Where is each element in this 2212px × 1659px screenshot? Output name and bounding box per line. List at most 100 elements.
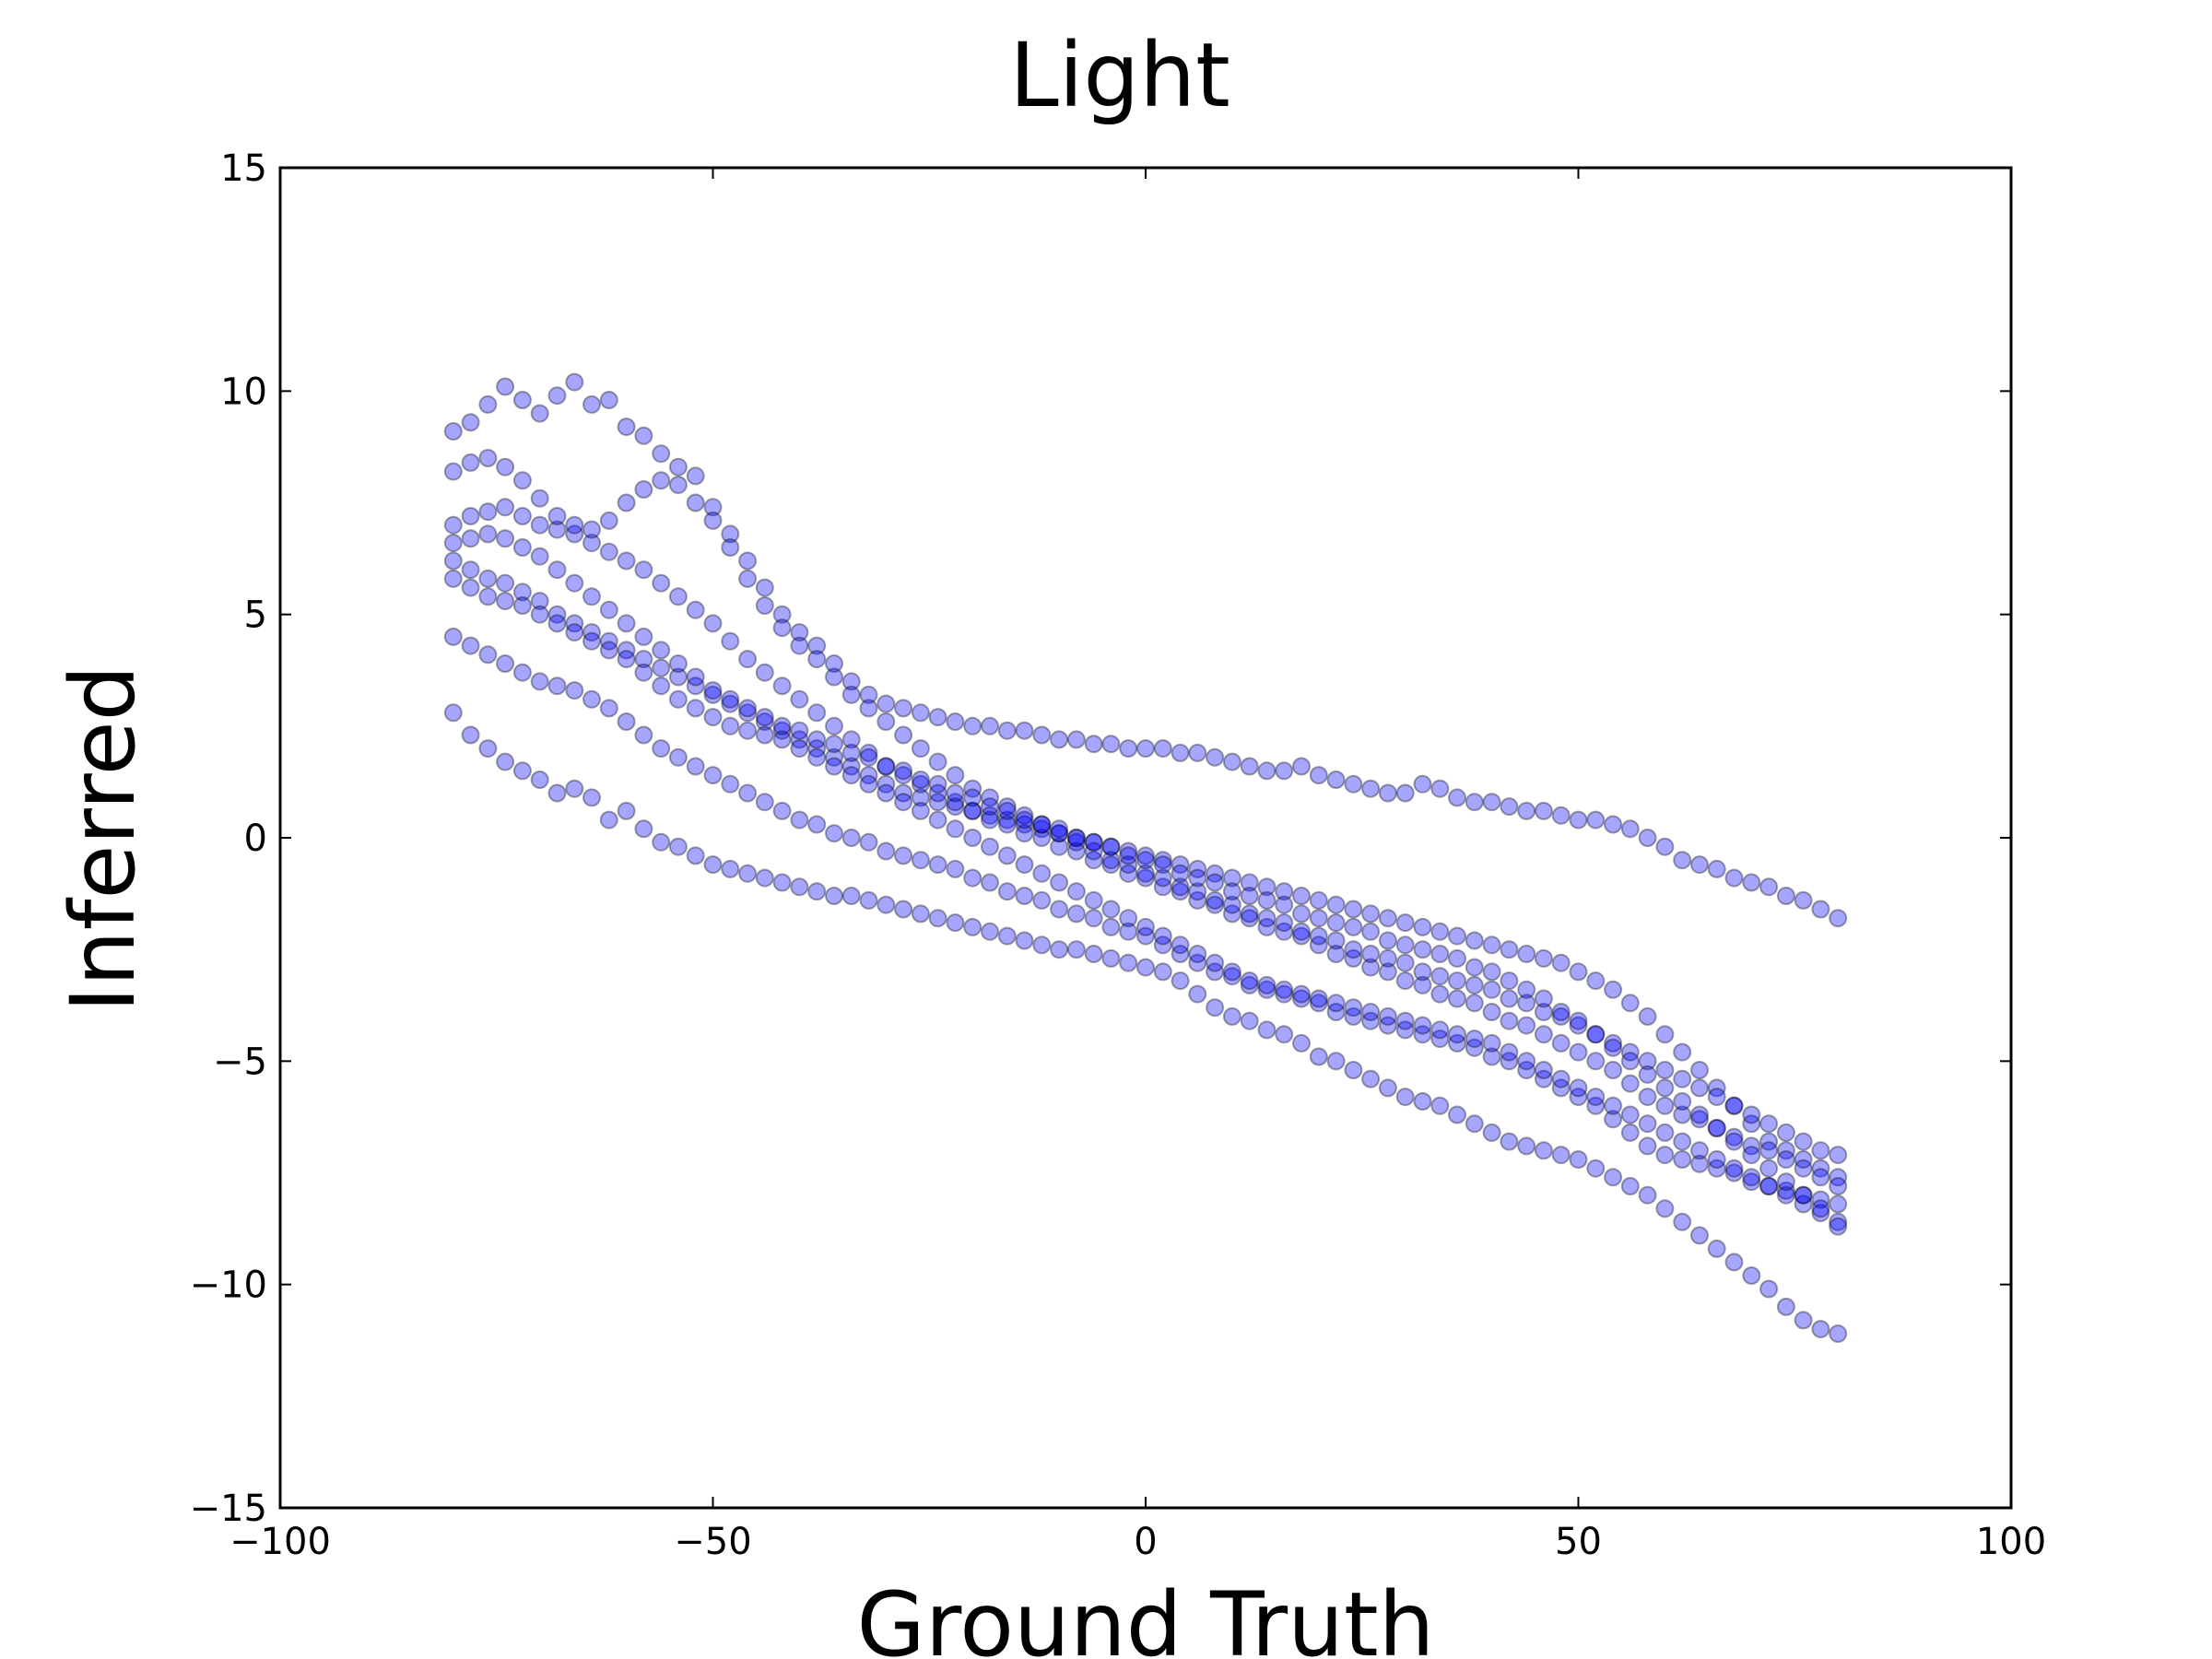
data-point (1569, 1078, 1588, 1098)
data-point (617, 801, 636, 820)
data-point (1240, 887, 1259, 905)
data-point (1776, 1185, 1795, 1205)
data-point (841, 730, 861, 749)
data-point (617, 641, 636, 660)
data-point (1724, 1096, 1744, 1115)
data-point (1569, 1042, 1588, 1062)
data-point (547, 560, 567, 580)
data-point (1084, 909, 1103, 928)
data-point (963, 788, 982, 807)
data-point (1136, 917, 1155, 936)
data-point (790, 877, 809, 897)
data-point (807, 815, 827, 834)
data-point (1015, 824, 1034, 843)
data-point (1188, 945, 1207, 963)
data-point (1707, 1159, 1726, 1178)
data-point (582, 631, 601, 651)
data-point (1413, 1016, 1432, 1035)
data-point (1707, 1078, 1726, 1098)
data-point (981, 788, 999, 807)
data-point (1050, 824, 1069, 843)
data-point (599, 699, 618, 718)
data-point (1292, 887, 1311, 905)
data-point (443, 703, 463, 723)
data-point (1326, 895, 1346, 914)
data-point (1517, 994, 1536, 1013)
data-point (599, 391, 618, 409)
data-point (1620, 1042, 1640, 1062)
data-point (911, 801, 930, 820)
data-point (1811, 1141, 1830, 1160)
data-point (1032, 815, 1052, 834)
data-point (1517, 1136, 1536, 1156)
data-point (1707, 1119, 1726, 1137)
data-point (928, 774, 947, 794)
data-point (1153, 926, 1172, 946)
data-point (1292, 989, 1311, 1008)
data-point (807, 636, 827, 655)
data-point (1707, 1088, 1726, 1107)
data-point (668, 457, 688, 477)
data-point (1275, 922, 1294, 941)
data-point (877, 757, 896, 776)
data-point (946, 859, 965, 878)
data-point (1759, 1177, 1779, 1195)
data-point (1586, 1052, 1606, 1071)
data-point (478, 587, 498, 606)
data-point (512, 471, 532, 490)
data-point (755, 578, 774, 597)
data-point (1066, 832, 1086, 852)
data-point (1015, 810, 1034, 830)
data-point (981, 837, 999, 856)
data-point (443, 422, 463, 441)
data-point (496, 752, 515, 771)
data-point (1378, 931, 1397, 950)
data-point (1413, 1025, 1432, 1044)
data-point (1690, 1141, 1709, 1160)
data-point (877, 774, 896, 794)
data-point (1742, 1146, 1761, 1165)
y-tick-label: 0 (244, 818, 267, 860)
data-point (1240, 757, 1259, 776)
data-point (634, 480, 653, 499)
data-point (772, 873, 792, 892)
data-point (1171, 882, 1190, 901)
data-point (617, 650, 636, 669)
data-point (1309, 994, 1328, 1013)
data-point (1136, 846, 1155, 865)
data-point (911, 788, 930, 807)
data-point (1620, 1105, 1640, 1124)
data-point (1430, 779, 1450, 798)
data-point (461, 578, 480, 597)
data-point (1257, 1020, 1277, 1040)
data-point (1430, 945, 1450, 963)
data-point (859, 766, 878, 785)
data-point (1742, 1105, 1761, 1124)
data-point (1032, 890, 1052, 910)
data-point (634, 725, 653, 745)
data-point (1206, 864, 1225, 883)
data-point (443, 462, 463, 481)
data-point (1655, 1061, 1675, 1079)
data-point (928, 708, 947, 727)
data-point (1050, 837, 1069, 856)
data-point (652, 832, 671, 852)
data-point (1551, 1146, 1571, 1165)
y-tick-label: −10 (190, 1265, 267, 1307)
data-point (1361, 1011, 1381, 1030)
data-point (1344, 774, 1363, 794)
data-point (1153, 935, 1172, 955)
data-point (1569, 810, 1588, 830)
data-point (1534, 1003, 1553, 1021)
data-point (1534, 989, 1553, 1008)
data-point (738, 721, 758, 740)
data-point (911, 774, 930, 794)
data-point (599, 600, 618, 619)
data-point (443, 534, 463, 553)
y-tick-label: −15 (190, 1488, 267, 1530)
data-point (1673, 1150, 1692, 1169)
data-point (461, 560, 480, 580)
data-point (738, 650, 758, 669)
data-point (1551, 1069, 1571, 1088)
data-point (1309, 909, 1328, 928)
